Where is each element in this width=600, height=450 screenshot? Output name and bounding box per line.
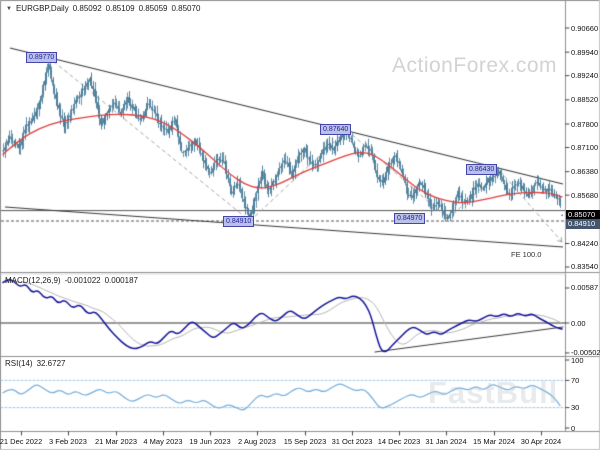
- swing-label-badge[interactable]: 0.89770: [26, 52, 58, 64]
- macd-tick-label: 0.00587: [571, 283, 599, 293]
- level-price-badge: 0.84910: [566, 219, 600, 229]
- swing-label-badge[interactable]: 0.86430: [466, 164, 498, 176]
- ohlc-open: 0.85092: [72, 4, 102, 13]
- macd-tick-label: 0.00: [571, 318, 586, 328]
- price-tick-label: 0.89940: [571, 47, 599, 57]
- price-tick-label: 0.86380: [571, 167, 599, 177]
- price-tick-label: 0.89240: [571, 71, 599, 81]
- macd-value-signal: 0.000187: [104, 276, 138, 285]
- date-tick-label: 19 Jun 2023: [189, 437, 231, 446]
- price-tick-label: 0.87800: [571, 119, 599, 129]
- date-tick-label: 21 Mar 2023: [94, 437, 138, 446]
- date-tick-label: 21 Dec 2022: [0, 437, 43, 446]
- date-tick-label: 15 Mar 2024: [472, 437, 516, 446]
- ohlc-high: 0.85109: [105, 4, 135, 13]
- current-price-badge: 0.85070: [566, 210, 600, 220]
- price-tick-label: 0.83540: [571, 262, 599, 272]
- price-tick-label: 0.88520: [571, 95, 599, 105]
- rsi-tick-label: 100: [571, 355, 584, 365]
- symbol-title-bar: ▼ EURGBP,Daily 0.85092 0.85109 0.85059 0.8507…: [6, 4, 204, 15]
- date-tick-label: 31 Jan 2024: [425, 437, 467, 446]
- rsi-indicator-label: RSI(14) 32.6727: [5, 359, 69, 369]
- swing-label-badge[interactable]: 0.87640: [320, 123, 352, 135]
- collapse-triangle-icon[interactable]: ▼: [6, 6, 12, 12]
- swing-label-badge[interactable]: 0.84970: [394, 213, 426, 225]
- fibonacci-extension-label[interactable]: FE 100.0: [511, 250, 542, 259]
- ohlc-close: 0.85070: [171, 4, 201, 13]
- ohlc-low: 0.85059: [138, 4, 168, 13]
- symbol-name: EURGBP,Daily: [15, 4, 69, 13]
- watermark-fastbull: FastBull: [428, 375, 559, 410]
- swing-label-badge[interactable]: 0.84910: [223, 215, 255, 227]
- date-tick-label: 31 Oct 2023: [331, 437, 373, 446]
- price-tick-label: 0.90660: [571, 23, 599, 33]
- macd-value-main: -0.001022: [64, 276, 101, 285]
- date-tick-label: 4 May 2023: [143, 437, 183, 446]
- date-tick-label: 3 Feb 2023: [49, 437, 87, 446]
- date-tick-label: 30 Apr 2024: [520, 437, 562, 446]
- macd-indicator-label: MACD(12,26,9) -0.001022 0.000187: [5, 276, 142, 286]
- price-tick-label: 0.85680: [571, 190, 599, 200]
- rsi-tick-label: 30: [571, 403, 580, 413]
- rsi-tick-label: 0: [571, 423, 576, 433]
- rsi-name: RSI(14): [5, 359, 33, 368]
- rsi-tick-label: 70: [571, 375, 580, 385]
- date-tick-label: 2 Aug 2023: [238, 437, 276, 446]
- price-tick-label: 0.84240: [571, 239, 599, 248]
- macd-name: MACD(12,26,9): [5, 276, 61, 285]
- watermark-actionforex: ActionForex.com: [392, 54, 558, 77]
- price-tick-label: 0.87100: [571, 142, 599, 152]
- date-tick-label: 15 Sep 2023: [283, 437, 327, 446]
- rsi-value: 32.6727: [36, 359, 66, 368]
- date-tick-label: 14 Dec 2023: [377, 437, 421, 446]
